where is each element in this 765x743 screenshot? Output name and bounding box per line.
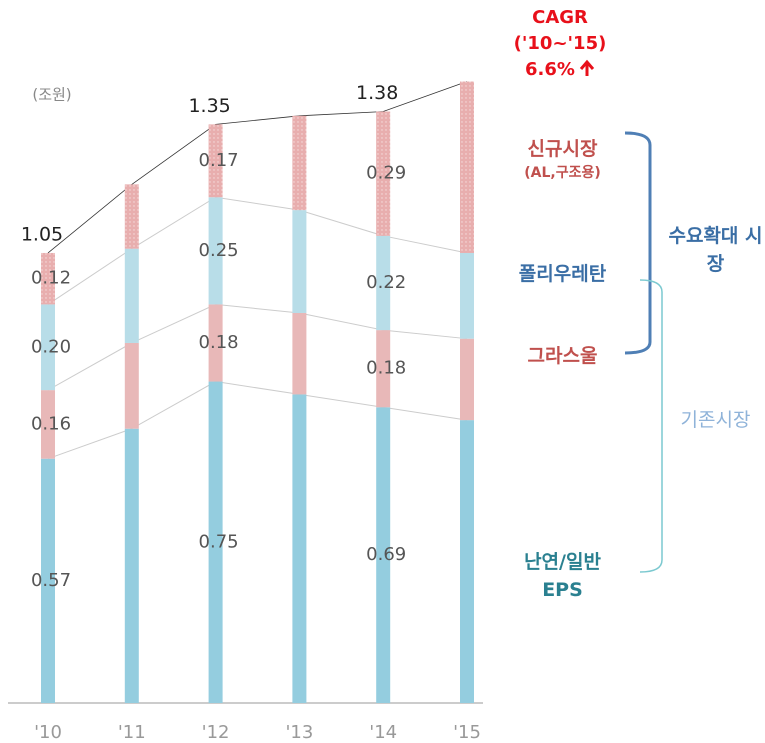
legend-label: 신규시장 [527,138,598,160]
bar-segment [208,124,223,198]
bracket [624,131,652,355]
unit: (조원) [32,86,71,104]
bar-segment [208,197,223,305]
connectors [47,81,468,460]
total-label: 1.05 [21,223,63,245]
bar-segment [292,210,307,313]
bar-segment [376,330,391,408]
data-label: 0.18 [199,332,239,353]
data-label: 0.75 [199,531,239,552]
connector-line [47,81,468,254]
total-label: 1.38 [356,82,398,104]
total-label: 1.35 [188,95,230,117]
bar-segment [376,407,391,703]
bar-segment [208,381,223,703]
bar-segment [124,184,139,249]
bar-segment [292,115,307,211]
data-label: 0.17 [199,150,239,171]
legend-label: 그라스울 [527,345,598,367]
data-label: 0.57 [31,570,71,591]
x-tick-label: '12 [202,722,230,743]
bar-segment [124,428,139,703]
legend-label: 폴리우레탄 [518,263,607,285]
cagr-value: 6.6% [525,59,575,80]
bar-segment [460,338,474,421]
data-label: 0.25 [199,240,239,261]
cagr-title: CAGR [532,7,588,28]
bar-segment [124,248,139,343]
x-tick-label: '15 [453,722,481,743]
group-label: 수요확대 시장 [668,225,763,275]
data-label: 0.16 [31,413,71,434]
bar-segment [292,312,307,395]
x-tick-label: '10 [34,722,62,743]
connector-line [47,303,468,391]
connector-line [47,196,468,305]
cagr-period: ('10~'15) [514,33,607,54]
bar-segment [41,304,55,391]
data-label: 0.29 [366,163,406,184]
bar-segment [460,81,474,253]
up-arrow [579,59,595,76]
connector-line [47,381,468,460]
x-tick-label: '11 [118,722,146,743]
bar-segment [41,458,55,703]
data-label: 0.12 [31,268,71,289]
bar-segment [124,342,139,429]
bar-segment [460,420,474,703]
legend-label: 난연/일반 EPS [524,551,601,601]
bracket [639,279,663,573]
bar-segment [208,304,223,382]
data-label: 0.20 [31,336,71,357]
bar-segment [460,252,474,339]
x-tick-label: '14 [369,722,397,743]
bar-segment [292,394,307,703]
bar-segment [41,252,55,305]
bar-segment [376,111,391,236]
x-tick-label: '13 [285,722,313,743]
data-label: 0.69 [366,544,406,565]
legend-note: (AL,구조용) [524,165,601,181]
group-label: 기존시장 [680,409,751,431]
data-label: 0.18 [366,358,406,379]
bar-segment [376,235,391,331]
data-label: 0.22 [366,272,406,293]
bar-segment [41,390,55,459]
